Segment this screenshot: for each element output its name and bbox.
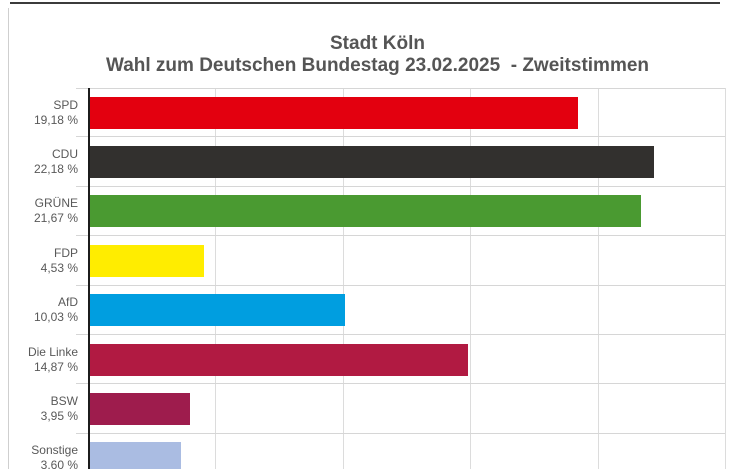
party-name: GRÜNE bbox=[34, 196, 78, 211]
category-label: GRÜNE 21,67 % bbox=[0, 196, 78, 226]
bar-row-die-linke: Die Linke 14,87 % bbox=[28, 335, 725, 385]
x-gridline-15pct bbox=[470, 88, 472, 469]
bar-row-cdu: CDU 22,18 % bbox=[34, 137, 725, 187]
bar-bsw bbox=[89, 393, 190, 426]
row-separator bbox=[76, 333, 725, 335]
category-label: FDP 4,53 % bbox=[0, 246, 78, 276]
category-label: BSW 3,95 % bbox=[0, 394, 78, 424]
bar-sonstige bbox=[89, 442, 181, 469]
party-name: Sonstige bbox=[31, 443, 78, 458]
row-separator bbox=[76, 185, 725, 187]
bar-row-grüne: GRÜNE 21,67 % bbox=[34, 187, 725, 237]
bar-spd bbox=[89, 96, 578, 129]
party-percentage: 21,67 % bbox=[33, 211, 78, 226]
party-name: FDP bbox=[54, 245, 78, 260]
party-percentage: 19,18 % bbox=[33, 112, 78, 127]
chart-title-line-1: Stadt Köln bbox=[330, 33, 425, 54]
category-label: SPD 19,18 % bbox=[0, 98, 78, 128]
row-separator bbox=[76, 383, 725, 385]
bar-row-sonstige: Sonstige 3,60 % bbox=[31, 434, 725, 469]
plot-top-border bbox=[76, 88, 725, 89]
x-gridline-5pct bbox=[215, 88, 217, 469]
party-percentage: 4,53 % bbox=[40, 260, 78, 275]
party-name: CDU bbox=[52, 147, 78, 162]
party-percentage: 10,03 % bbox=[33, 310, 78, 325]
chart-title-line-2: Wahl zum Deutschen Bundestag 23.02.2025 … bbox=[105, 55, 650, 76]
party-name: AfD bbox=[57, 295, 78, 310]
party-name: Die Linke bbox=[27, 344, 78, 359]
row-separator bbox=[76, 235, 725, 237]
bar-row-spd: SPD 19,18 % bbox=[34, 88, 725, 138]
bar-cdu bbox=[89, 146, 655, 179]
bar-die-linke bbox=[89, 343, 468, 376]
category-label: AfD 10,03 % bbox=[0, 295, 78, 325]
plot-area: SPD 19,18 % CDU 22,18 % GRÜNE 21,67 % FDP 4,53 … bbox=[28, 88, 726, 469]
bar-grüne bbox=[89, 195, 642, 228]
party-percentage: 3,95 % bbox=[40, 409, 78, 424]
party-percentage: 3,60 % bbox=[40, 458, 78, 469]
party-name: BSW bbox=[50, 394, 78, 409]
bar-afd bbox=[89, 294, 345, 327]
bar-fdp bbox=[89, 244, 205, 277]
x-gridline-10pct bbox=[342, 88, 344, 469]
bar-row-bsw: BSW 3,95 % bbox=[41, 384, 725, 434]
bar-row-afd: AfD 10,03 % bbox=[34, 286, 725, 335]
category-label: Sonstige 3,60 % bbox=[0, 443, 78, 469]
x-gridline-20pct bbox=[597, 88, 599, 469]
y-axis-line bbox=[88, 88, 90, 469]
party-percentage: 22,18 % bbox=[33, 162, 78, 177]
party-percentage: 14,87 % bbox=[33, 359, 78, 374]
row-separator bbox=[76, 284, 725, 286]
category-label: Die Linke 14,87 % bbox=[0, 345, 78, 375]
left-border-line bbox=[8, 8, 9, 469]
row-separator bbox=[76, 432, 725, 434]
party-name: SPD bbox=[53, 97, 78, 112]
bar-row-fdp: FDP 4,53 % bbox=[41, 236, 725, 286]
top-divider-line bbox=[10, 2, 720, 4]
chart-title: Stadt Köln Wahl zum Deutschen Bundestag … bbox=[10, 33, 745, 77]
category-label: CDU 22,18 % bbox=[0, 147, 78, 177]
x-gridline-25pct bbox=[725, 88, 726, 469]
row-separator bbox=[76, 136, 725, 138]
